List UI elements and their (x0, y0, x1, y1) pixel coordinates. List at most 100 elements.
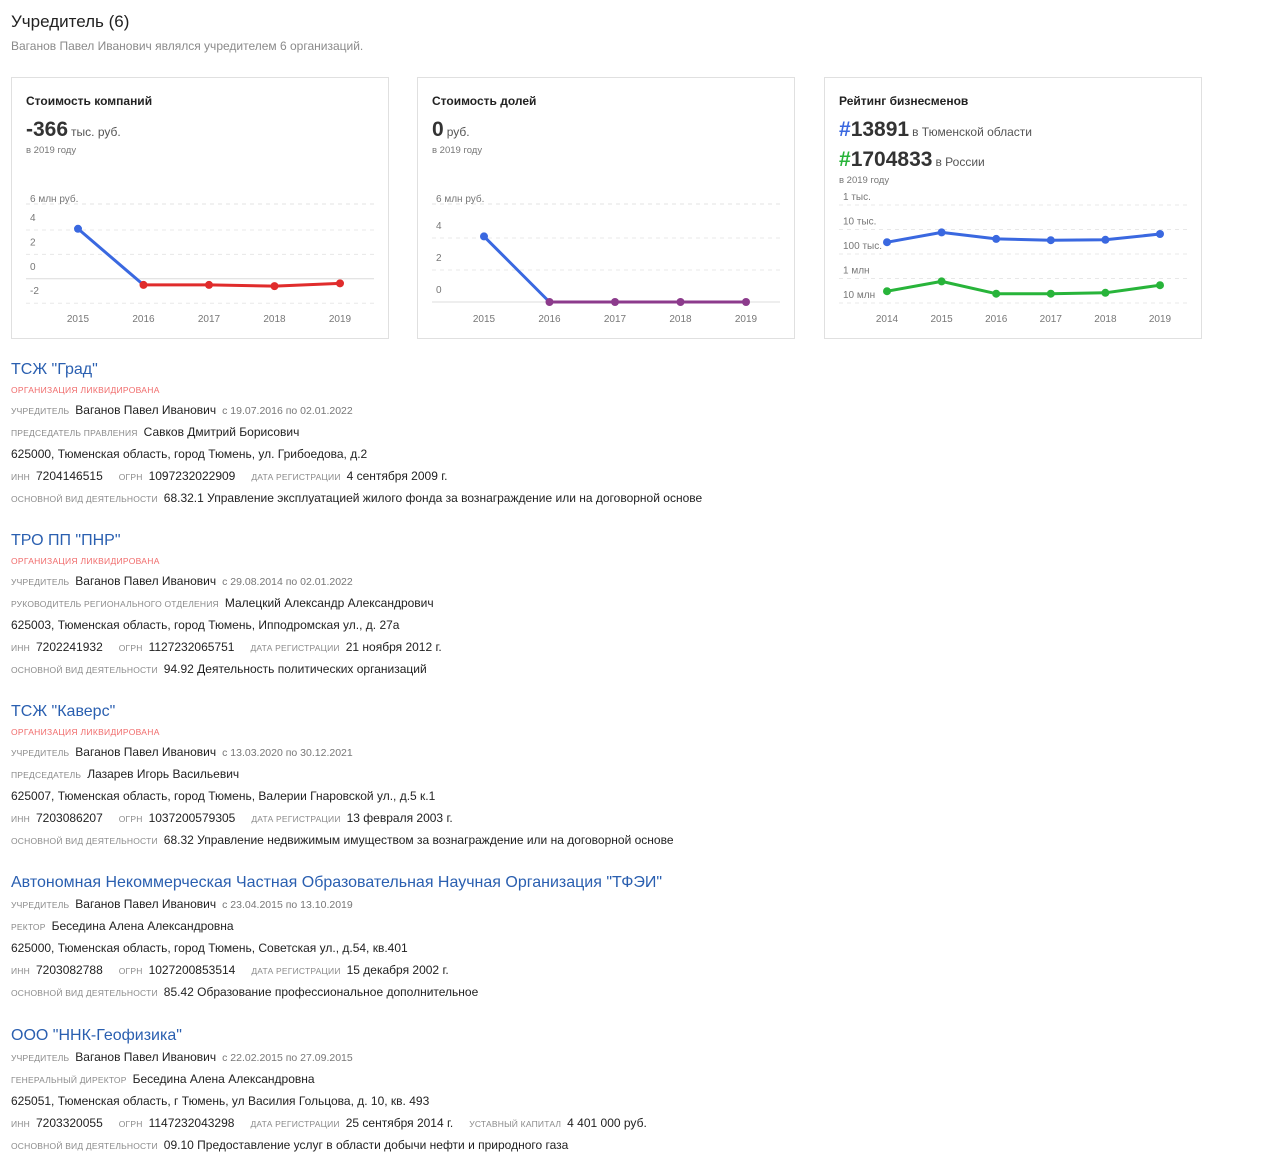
reg-date-label: дата регистрации (250, 643, 340, 653)
activity-row: основной вид деятельности 68.32 Управлени… (11, 833, 674, 847)
y-tick-label: 0 (30, 262, 36, 273)
inn-value: 7202241932 (36, 640, 103, 654)
ogrn-label: огрн (118, 643, 143, 653)
address: 625000, Тюменская область, город Тюмень,… (11, 941, 408, 955)
ogrn-value: 1147232043298 (148, 1116, 235, 1130)
series-segment (482, 234, 551, 304)
activity-row: основной вид деятельности 94.92 Деятельно… (11, 662, 427, 676)
card-title: Стоимость компаний (26, 94, 153, 108)
shares-value-number: 0 (432, 118, 444, 141)
card-title: Рейтинг бизнесменов (839, 94, 969, 108)
data-point (270, 282, 279, 291)
inn-label: инн (11, 643, 30, 653)
activity-row: основной вид деятельности 85.42 Образован… (11, 985, 478, 999)
liquidated-status: ОРГАНИЗАЦИЯ ЛИКВИДИРОВАНА (11, 556, 160, 566)
data-point (992, 289, 1001, 298)
founder-row: учредитель Ваганов Павел Иванович с 19.07.… (11, 403, 353, 417)
founder-name: Ваганов Павел Иванович (75, 745, 217, 759)
founder-dates: с 29.08.2014 по 02.01.2022 (222, 576, 353, 588)
ids-row: инн 7203086207 огрн 1037200579305 дата регис… (11, 811, 453, 825)
head-row: руководитель регионального отделения Мале… (11, 596, 434, 610)
inn-value: 7203086207 (36, 811, 103, 825)
head-label: ректор (11, 922, 46, 932)
organization-name-link[interactable]: ООО "ННК-Геофизика" (11, 1027, 182, 1044)
founder-name: Ваганов Павел Иванович (75, 897, 217, 911)
liquidated-status: ОРГАНИЗАЦИЯ ЛИКВИДИРОВАНА (11, 727, 160, 737)
address-row: 625003, Тюменская область, город Тюмень,… (11, 618, 399, 632)
series-segment (273, 281, 342, 288)
x-tick-label: 2018 (1094, 314, 1117, 325)
reg-date-value: 15 декабря 2002 г. (346, 963, 449, 977)
founder-dates: с 22.02.2015 по 27.09.2015 (222, 1052, 353, 1064)
organization-name-link[interactable]: ТСЖ "Град" (11, 361, 98, 378)
x-tick-label: 2015 (67, 314, 90, 325)
activity-value: 85.42 Образование профессиональное допол… (163, 985, 479, 999)
founder-row: учредитель Ваганов Павел Иванович с 23.04.… (11, 897, 353, 911)
head-label: генеральный директор (11, 1075, 127, 1085)
data-point (336, 279, 344, 288)
data-point (883, 238, 891, 247)
y-tick-label: 10 млн (843, 290, 875, 301)
ogrn-value: 1127232065751 (148, 640, 235, 654)
ogrn-value: 1037200579305 (148, 811, 236, 825)
data-point (74, 224, 82, 233)
rank-hash: # (839, 118, 851, 141)
y-tick-label: 10 тыс. (843, 217, 876, 228)
company-value-card: Стоимость компаний -366 тыс. руб. в 2019 … (11, 77, 389, 339)
section-header: Учредитель (6) Ваганов Павел Иванович яв… (11, 12, 363, 53)
inn-value: 7204146515 (36, 469, 103, 483)
address: 625051, Тюменская область, г Тюмень, ул … (11, 1094, 430, 1108)
head-row: председатель Лазарев Игорь Васильевич (11, 767, 239, 781)
founder-dates: с 13.03.2020 по 30.12.2021 (222, 747, 353, 759)
inn-label: инн (11, 966, 30, 976)
activity-value: 68.32 Управление недвижимым имуществом з… (163, 833, 674, 847)
organization-name-link[interactable]: ТСЖ "Каверс" (11, 703, 116, 720)
reg-date-label: дата регистрации (251, 966, 341, 976)
activity-label: основной вид деятельности (11, 1141, 158, 1151)
data-point (545, 298, 554, 306)
company-value-chart: 6 млн руб. 4 2 0 -2 2015 2016 2017 2018 2019 (26, 193, 374, 325)
company-value-summary: -366 тыс. руб. (26, 118, 121, 142)
activity-value: 68.32.1 Управление эксплуатацией жилого … (163, 491, 703, 505)
address-row: 625051, Тюменская область, г Тюмень, ул … (11, 1094, 429, 1108)
x-tick-label: 2016 (132, 314, 155, 325)
organization-item: ТСЖ "Град" ОРГАНИЗАЦИЯ ЛИКВИДИРОВАНА учред… (11, 361, 1211, 505)
series-segment (207, 283, 276, 288)
head-name: Малецкий Александр Александрович (224, 596, 434, 610)
x-tick-label: 2017 (1040, 314, 1063, 325)
region-rank-label: в Тюменской области (912, 125, 1032, 139)
address: 625003, Тюменская область, город Тюмень,… (11, 618, 400, 632)
organization-item: ТРО ПП "ПНР" ОРГАНИЗАЦИЯ ЛИКВИДИРОВАНА учр… (11, 532, 1211, 676)
data-point (742, 298, 750, 306)
y-tick-label: 1 млн (843, 266, 870, 277)
head-row: генеральный директор Беседина Алена Алекс… (11, 1072, 315, 1086)
data-point (139, 280, 148, 289)
activity-row: основной вид деятельности 09.10 Предостав… (11, 1138, 568, 1152)
y-tick-label: -2 (30, 286, 39, 297)
axis-unit-label: 6 млн руб. (436, 193, 484, 205)
shares-value-unit: руб. (446, 125, 470, 139)
x-tick-label: 2016 (538, 314, 561, 325)
rating-chart: 1 тыс. 10 тыс. 100 тыс. 1 млн 10 млн 2014 2015… (839, 192, 1187, 325)
ogrn-label: огрн (118, 966, 143, 976)
rating-card: Рейтинг бизнесменов #13891 в Тюменской об… (824, 77, 1202, 339)
region-rank-row: #13891 в Тюменской области (839, 118, 1032, 142)
organization-item: Автономная Некоммерческая Частная Образо… (11, 874, 1211, 999)
data-point (1156, 281, 1164, 290)
address-row: 625007, Тюменская область, город Тюмень,… (11, 789, 435, 803)
reg-date-label: дата регистрации (250, 1119, 340, 1129)
x-tick-label: 2017 (198, 314, 221, 325)
organization-name-link[interactable]: Автономная Некоммерческая Частная Образо… (11, 874, 663, 891)
ogrn-label: огрн (118, 1119, 143, 1129)
series-segment (76, 227, 145, 287)
head-label: руководитель регионального отделения (11, 599, 219, 609)
russia-rank-label: в России (935, 155, 985, 169)
inn-label: инн (11, 472, 30, 482)
y-tick-label: 0 (436, 285, 442, 296)
data-point (205, 280, 213, 289)
founder-row: учредитель Ваганов Павел Иванович с 13.03.… (11, 745, 353, 759)
y-tick-label: 4 (30, 213, 36, 224)
rank-number: 13891 (850, 118, 910, 141)
organization-name-link[interactable]: ТРО ПП "ПНР" (11, 532, 121, 549)
x-tick-label: 2016 (985, 314, 1008, 325)
